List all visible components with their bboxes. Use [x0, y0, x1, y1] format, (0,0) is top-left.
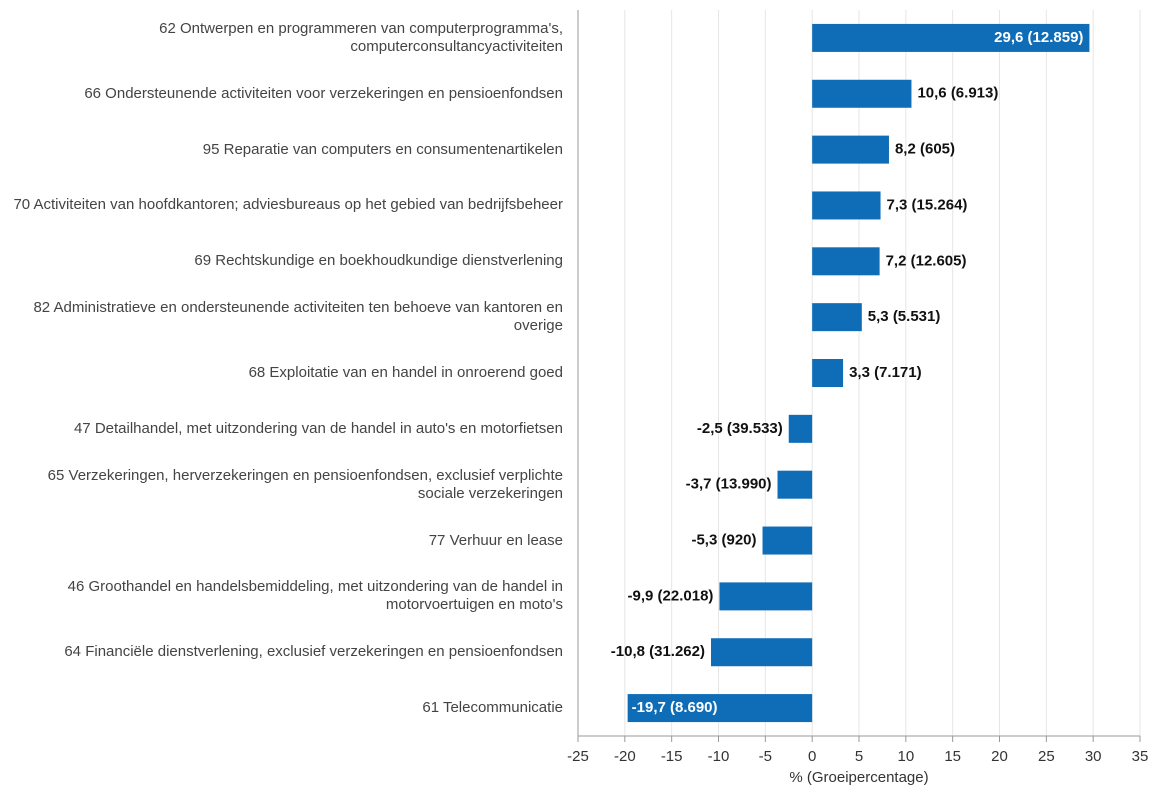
value-label: -2,5 (39.533): [697, 420, 783, 437]
bar: [719, 582, 813, 611]
x-tick-label: 15: [944, 748, 961, 765]
bar: [777, 470, 813, 499]
value-label: 29,6 (12.859): [994, 29, 1083, 46]
value-label: 7,3 (15.264): [887, 196, 968, 213]
value-label: 5,3 (5.531): [868, 308, 941, 325]
x-tick-label: 10: [897, 748, 914, 765]
category-label: 69 Rechtskundige en boekhoudkundige dien…: [194, 252, 563, 270]
category-label: 77 Verhuur en lease: [428, 531, 563, 549]
category-label: 66 Ondersteunende activiteiten voor verz…: [84, 84, 563, 102]
x-tick-label: -25: [567, 748, 589, 765]
category-label: 46 Groothandel en handelsbemiddeling, me…: [67, 578, 563, 614]
x-tick-label: 0: [808, 748, 816, 765]
category-label: 64 Financiële dienstverlening, exclusief…: [64, 643, 563, 661]
category-label: 61 Telecommunicatie: [422, 699, 563, 717]
x-tick-label: 25: [1038, 748, 1055, 765]
x-tick-label: 35: [1132, 748, 1149, 765]
bar: [762, 526, 813, 555]
bar: [627, 694, 813, 723]
category-label: 95 Reparatie van computers en consumente…: [202, 140, 563, 158]
value-label: -9,9 (22.018): [628, 587, 714, 604]
category-label: 68 Exploitatie van en handel in onroeren…: [248, 364, 563, 381]
category-label: 82 Administratieve en ondersteunende act…: [33, 299, 563, 335]
bar: [812, 359, 844, 387]
category-label: 62 Ontwerpen en programmeren van compute…: [159, 19, 563, 55]
value-label: 8,2 (605): [895, 141, 955, 158]
bar: [812, 23, 1090, 52]
x-tick-label: 5: [855, 748, 863, 765]
x-tick-label: -10: [708, 748, 730, 765]
bar: [812, 135, 889, 164]
category-label: 70 Activiteiten van hoofdkantoren; advie…: [13, 196, 563, 214]
category-label: 47 Detailhandel, met uitzondering van de…: [73, 419, 563, 437]
bar: [812, 79, 912, 108]
bar: [788, 414, 813, 443]
x-tick-label: 20: [991, 748, 1008, 765]
value-label: -3,7 (13.990): [686, 476, 772, 493]
x-tick-label: -5: [759, 748, 772, 765]
x-tick-label: 30: [1085, 748, 1102, 765]
category-label: 65 Verzekeringen, herverzekeringen en pe…: [47, 466, 563, 502]
value-label: -10,8 (31.262): [611, 643, 705, 660]
bar: [812, 247, 880, 276]
x-tick-label: -20: [614, 748, 636, 765]
value-label: 10,6 (6.913): [917, 85, 998, 102]
value-label: -5,3 (920): [691, 532, 756, 549]
bar: [812, 191, 881, 220]
bar: [812, 303, 862, 332]
x-axis-title: % (Groeipercentage): [789, 769, 928, 786]
value-label: 3,3 (7.171): [849, 364, 922, 381]
x-tick-label: -15: [661, 748, 683, 765]
value-label: -19,7 (8.690): [632, 699, 718, 716]
bar: [711, 638, 813, 667]
value-label: 7,2 (12.605): [886, 252, 967, 269]
